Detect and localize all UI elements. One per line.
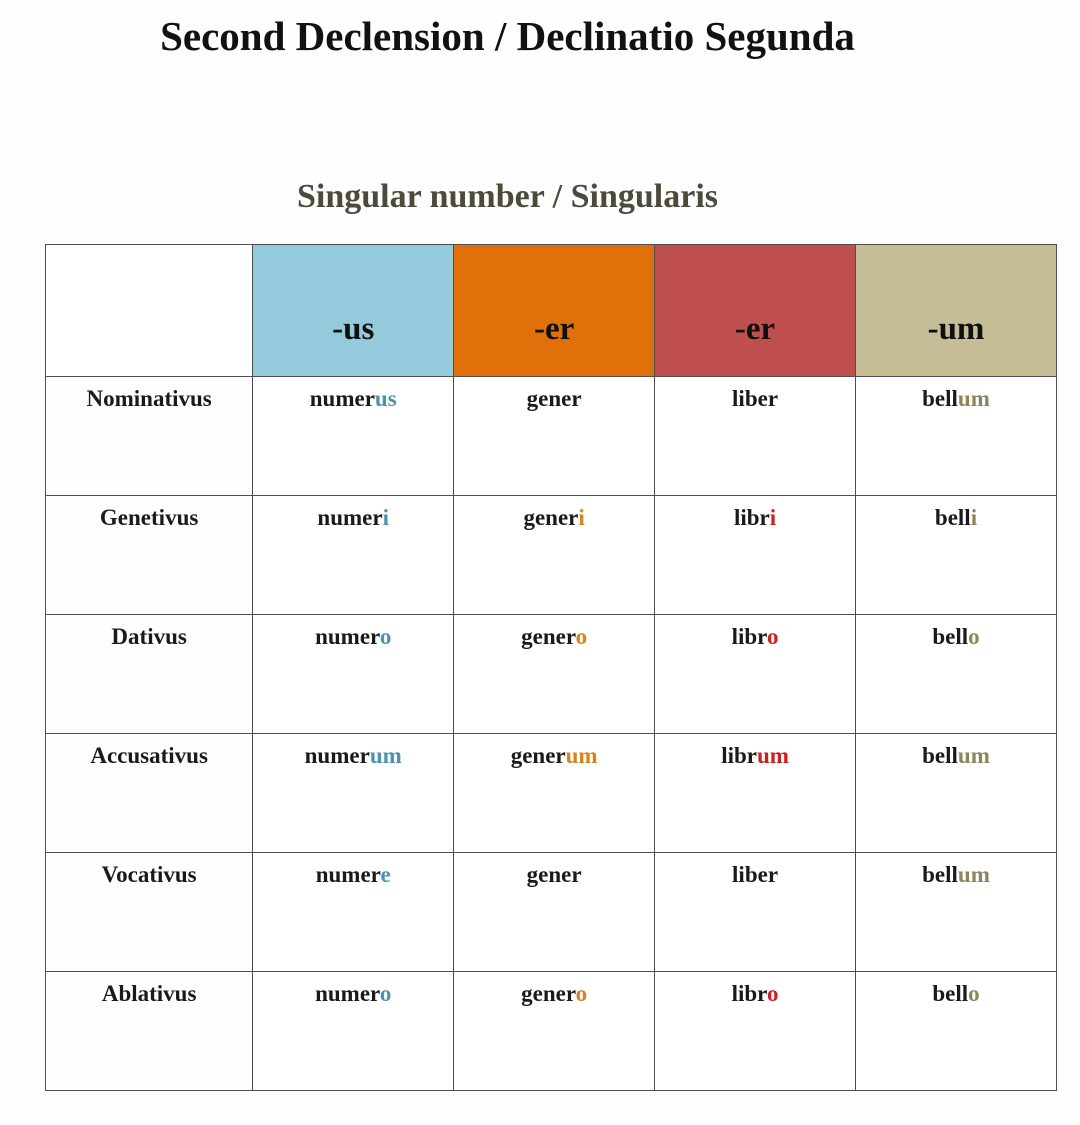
word-stem: bell	[932, 981, 969, 1006]
corner-cell	[44, 244, 254, 377]
table-header-row: -us -er -er -um	[44, 244, 1057, 377]
word-stem: gener	[523, 505, 579, 530]
word-stem: libr	[731, 624, 767, 649]
word-stem: gener	[510, 743, 566, 768]
word-cell: bellum	[855, 376, 1057, 496]
word-ending: o	[379, 981, 392, 1006]
word-ending: o	[379, 624, 392, 649]
table-row: Accusativus numerum generum librum bellum	[44, 733, 1057, 853]
word-stem: numer	[315, 624, 380, 649]
word-cell: numeri	[252, 495, 455, 615]
word-stem: bell	[922, 743, 958, 768]
word-cell: numerum	[252, 733, 455, 853]
word-ending: o	[766, 981, 779, 1006]
word-stem: liber	[732, 386, 779, 411]
word-ending: i	[970, 505, 978, 530]
word-stem: numer	[309, 386, 375, 411]
word-ending: um	[957, 386, 990, 411]
ending-header-4: -um	[855, 244, 1057, 377]
case-label: Ablativus	[44, 971, 254, 1091]
section-subtitle: Singular number / Singularis	[296, 178, 719, 215]
word-cell: generum	[453, 733, 656, 853]
word-stem: gener	[521, 981, 576, 1006]
word-cell: libro	[654, 971, 857, 1091]
word-stem: numer	[304, 743, 370, 768]
ending-header-3: -er	[654, 244, 857, 377]
word-ending: i	[769, 505, 777, 530]
word-stem: numer	[315, 981, 380, 1006]
word-stem: gener	[521, 624, 576, 649]
case-label: Genetivus	[44, 495, 254, 615]
table-row: Vocativus numere gener liber bellum	[44, 852, 1057, 972]
word-cell: genero	[453, 614, 656, 734]
word-cell: librum	[654, 733, 857, 853]
word-stem: gener	[526, 862, 582, 887]
word-cell: bello	[855, 971, 1057, 1091]
word-cell: numero	[252, 971, 455, 1091]
word-ending: um	[369, 743, 402, 768]
word-stem: libr	[731, 981, 767, 1006]
word-stem: libr	[733, 505, 770, 530]
word-ending: e	[380, 862, 391, 887]
word-stem: liber	[732, 862, 779, 887]
word-stem: libr	[721, 743, 757, 768]
word-stem: numer	[315, 862, 381, 887]
word-cell: genero	[453, 971, 656, 1091]
word-cell: numere	[252, 852, 455, 972]
case-label: Vocativus	[44, 852, 254, 972]
table-row: Ablativus numero genero libro bello	[44, 971, 1057, 1091]
word-stem: gener	[526, 386, 582, 411]
word-ending: us	[374, 386, 397, 411]
word-cell: bello	[855, 614, 1057, 734]
word-cell: libro	[654, 614, 857, 734]
case-label: Accusativus	[44, 733, 254, 853]
word-cell: bellum	[855, 733, 1057, 853]
word-ending: um	[565, 743, 598, 768]
word-stem: bell	[922, 386, 958, 411]
word-cell: numerus	[252, 376, 455, 496]
word-stem: numer	[317, 505, 383, 530]
case-label: Nominativus	[44, 376, 254, 496]
word-ending: o	[968, 624, 980, 649]
word-stem: bell	[922, 862, 958, 887]
word-ending: um	[957, 743, 990, 768]
word-stem: bell	[934, 505, 971, 530]
word-ending: o	[766, 624, 779, 649]
table-row: Nominativus numerus gener liber bellum	[44, 376, 1057, 496]
case-label: Dativus	[44, 614, 254, 734]
word-ending: um	[957, 862, 990, 887]
word-cell: generi	[453, 495, 656, 615]
word-cell: gener	[453, 376, 656, 496]
table-body: Nominativus numerus gener liber bellum Geneti…	[44, 376, 1057, 1091]
word-ending: i	[382, 505, 389, 530]
word-cell: numero	[252, 614, 455, 734]
heading-area: Second Declension / Declinatio Segunda S…	[0, 0, 1015, 216]
word-cell: liber	[654, 376, 857, 496]
word-ending: i	[578, 505, 585, 530]
table-row: Genetivus numeri generi libri belli	[44, 495, 1057, 615]
page-title: Second Declension / Declinatio Segunda	[160, 13, 855, 59]
ending-header-1: -us	[252, 244, 455, 377]
word-ending: o	[575, 981, 588, 1006]
word-ending: um	[756, 743, 789, 768]
ending-header-2: -er	[453, 244, 656, 377]
word-cell: liber	[654, 852, 857, 972]
word-cell: belli	[855, 495, 1057, 615]
table-row: Dativus numero genero libro bello	[44, 614, 1057, 734]
word-cell: gener	[453, 852, 656, 972]
word-ending: o	[968, 981, 980, 1006]
word-ending: o	[575, 624, 588, 649]
word-cell: libri	[654, 495, 857, 615]
declension-table: -us -er -er -um Nominativus numerus gener libe…	[44, 244, 1057, 1091]
word-cell: bellum	[855, 852, 1057, 972]
word-stem: bell	[932, 624, 969, 649]
